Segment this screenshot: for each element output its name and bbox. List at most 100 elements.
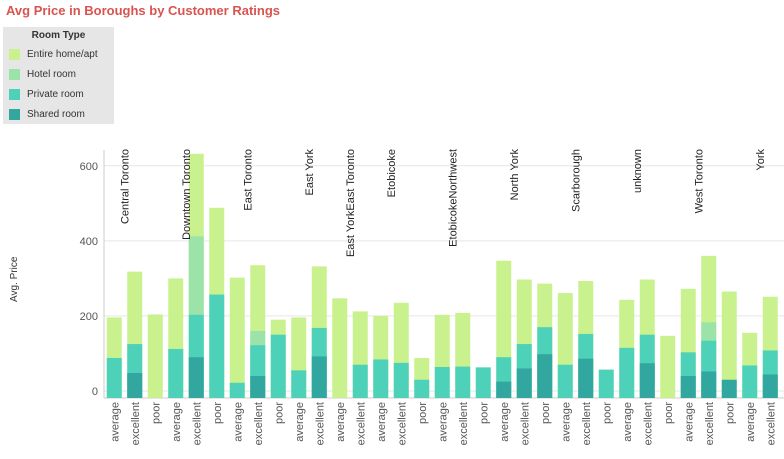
group-header: West Toronto — [694, 149, 706, 213]
bar-shared-room — [721, 379, 737, 398]
x-tick-label: poor — [663, 402, 675, 424]
bar-shared-room — [496, 381, 512, 398]
group-header: Downtown Toronto — [181, 149, 193, 240]
group-header: Scarborough — [571, 149, 583, 212]
bar-private-room — [291, 370, 307, 398]
x-tick-label: excellent — [253, 402, 265, 445]
group-header: Central Toronto — [120, 149, 132, 224]
bar-private-room — [434, 366, 450, 398]
legend-label-hotel-room: Hotel room — [27, 68, 76, 80]
bar-private-room — [168, 348, 184, 398]
x-tick-label: average — [232, 402, 244, 442]
legend-item-private-room[interactable]: Private room — [9, 87, 84, 101]
bar-private-room — [209, 294, 225, 398]
x-tick-label: excellent — [396, 402, 408, 445]
group-header: North York — [509, 149, 521, 201]
x-tick-label: average — [683, 402, 695, 442]
legend-item-hotel-room[interactable]: Hotel room — [9, 67, 76, 81]
bar-private-room — [352, 364, 368, 398]
bar-private-room — [619, 347, 635, 398]
bar-private-room — [455, 366, 471, 398]
bar-entire-home-apt — [147, 314, 163, 398]
bar-entire-home-apt — [332, 298, 348, 398]
bar-private-room — [270, 334, 286, 398]
x-tick-label: poor — [212, 402, 224, 424]
x-tick-label: poor — [150, 402, 162, 424]
bar-shared-room — [250, 375, 266, 398]
bar-shared-room — [537, 354, 553, 398]
group-header: East Toronto — [243, 149, 255, 211]
legend-label-private-room: Private room — [27, 88, 84, 100]
x-tick-label: average — [622, 402, 634, 442]
x-tick-label: poor — [724, 402, 736, 424]
group-header: East York — [304, 149, 316, 196]
x-tick-label: excellent — [458, 402, 470, 445]
x-tick-label: average — [376, 402, 388, 442]
x-tick-label: average — [437, 402, 449, 442]
x-tick-label: poor — [417, 402, 429, 424]
y-tick-label: 400 — [80, 236, 98, 248]
x-tick-label: poor — [478, 402, 490, 424]
y-tick-label: 600 — [80, 161, 98, 173]
bar-shared-room — [680, 375, 696, 398]
bar-shared-room — [762, 374, 778, 398]
x-tick-label: average — [745, 402, 757, 442]
bar-shared-room — [188, 357, 204, 398]
legend-label-shared-room: Shared room — [27, 108, 85, 120]
x-tick-label: excellent — [191, 402, 203, 445]
x-tick-label: average — [171, 402, 183, 442]
x-tick-label: average — [294, 402, 306, 442]
x-tick-label: excellent — [314, 402, 326, 445]
x-tick-label: average — [335, 402, 347, 442]
x-tick-label: excellent — [642, 402, 654, 445]
legend-swatch-private-room — [9, 88, 20, 100]
x-tick-label: average — [109, 402, 121, 442]
legend-item-entire-home[interactable]: Entire home/apt — [9, 47, 98, 61]
x-tick-label: excellent — [519, 402, 531, 445]
x-tick-label: average — [499, 402, 511, 442]
legend: Room Type Entire home/apt Hotel room Pri… — [3, 27, 114, 124]
group-header: East YorkEast Toronto — [345, 149, 357, 257]
x-tick-label: poor — [273, 402, 285, 424]
bar-shared-room — [127, 372, 143, 398]
bar-private-room — [229, 382, 245, 398]
bar-private-room — [557, 364, 573, 398]
bar-private-room — [106, 357, 122, 398]
group-header: York — [755, 149, 767, 171]
bar-entire-home-apt — [660, 335, 676, 398]
chart-title: Avg Price in Boroughs by Customer Rating… — [6, 3, 281, 18]
bar-private-room — [475, 367, 491, 398]
x-tick-label: excellent — [355, 402, 367, 445]
group-header: Etobicoke — [386, 149, 398, 197]
legend-swatch-entire-home — [9, 48, 20, 60]
legend-title: Room Type — [31, 30, 86, 41]
legend-item-shared-room[interactable]: Shared room — [9, 107, 85, 121]
bar-shared-room — [516, 368, 532, 398]
legend-swatch-shared-room — [9, 108, 20, 120]
bar-private-room — [598, 369, 614, 398]
bar-private-room — [414, 379, 430, 398]
group-header: unknown — [632, 149, 644, 193]
bar-private-room — [393, 362, 409, 398]
legend-label-entire-home: Entire home/apt — [27, 48, 98, 60]
bar-entire-home-apt — [721, 291, 737, 398]
group-header: EtobicokeNorthwest — [448, 149, 460, 247]
bar-private-room — [373, 359, 389, 398]
x-tick-label: excellent — [704, 402, 716, 445]
y-tick-label: 0 — [92, 386, 98, 398]
x-tick-label: excellent — [765, 402, 777, 445]
x-tick-label: excellent — [130, 402, 142, 445]
x-tick-label: excellent — [581, 402, 593, 445]
y-tick-label: 200 — [80, 311, 98, 323]
bar-shared-room — [311, 356, 327, 398]
bar-entire-home-apt — [229, 277, 245, 398]
bar-shared-room — [701, 371, 717, 398]
x-tick-label: poor — [540, 402, 552, 424]
x-tick-label: poor — [601, 402, 613, 424]
x-tick-label: average — [560, 402, 572, 442]
legend-swatch-hotel-room — [9, 68, 20, 80]
bar-shared-room — [639, 363, 655, 398]
bar-shared-room — [578, 358, 594, 398]
bar-private-room — [742, 365, 758, 398]
